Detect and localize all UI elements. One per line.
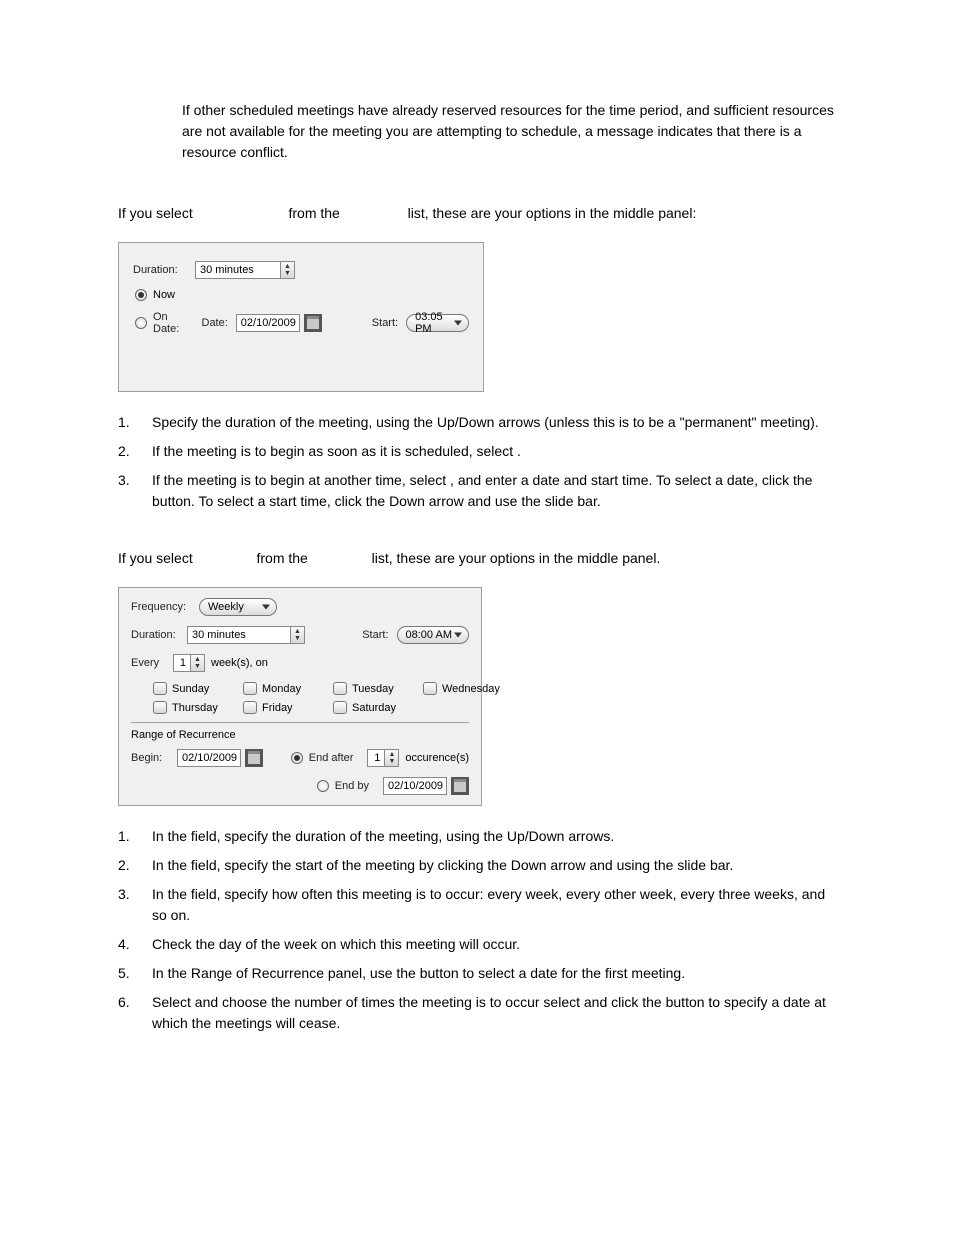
duration-spinner[interactable]: ▲▼ [291, 626, 305, 644]
section1-step: Specify the duration of the meeting, usi… [118, 412, 836, 433]
section2-steps: In the field, specify the duration of th… [118, 826, 836, 1034]
section2-step: Select and choose the number of times th… [118, 992, 836, 1034]
day-label: Friday [262, 702, 293, 714]
start-time-dropdown[interactable]: 08:00 AM [397, 626, 469, 644]
start-label: Start: [372, 317, 398, 329]
date-label: Date: [202, 317, 228, 329]
section2-step: Check the day of the week on which this … [118, 934, 836, 955]
calendar-icon[interactable] [304, 314, 322, 332]
now-label: Now [153, 289, 175, 301]
every-spinner[interactable]: ▲▼ [191, 654, 205, 672]
begin-date-input[interactable]: 02/10/2009 [177, 749, 241, 767]
day-label: Monday [262, 683, 301, 695]
duration-input[interactable]: 30 minutes [195, 261, 281, 279]
section2-step: In the field, specify the duration of th… [118, 826, 836, 847]
section2-step: In the field, specify how often this mee… [118, 884, 836, 926]
section2-intro-mid: from the [256, 550, 307, 566]
day-label: Sunday [172, 683, 209, 695]
sunday-checkbox[interactable] [153, 682, 167, 695]
start-label: Start: [362, 629, 388, 641]
day-label: Tuesday [352, 683, 394, 695]
day-label: Wednesday [442, 683, 500, 695]
wednesday-checkbox[interactable] [423, 682, 437, 695]
section1-intro-suffix: list, these are your options in the midd… [408, 205, 697, 221]
section2-step: In the field, specify the start of the m… [118, 855, 836, 876]
end-by-date-input[interactable]: 02/10/2009 [383, 777, 447, 795]
duration-input[interactable]: 30 minutes [187, 626, 291, 644]
begin-label: Begin: [131, 752, 169, 764]
section1-intro-prefix: If you select [118, 205, 193, 221]
end-after-suffix: occurence(s) [405, 752, 469, 764]
ondate-radio[interactable] [135, 317, 147, 329]
calendar-icon[interactable] [245, 749, 263, 767]
section1-step: If the meeting is to begin at another ti… [118, 470, 836, 512]
range-title: Range of Recurrence [131, 729, 469, 741]
resource-conflict-note: If other scheduled meetings have already… [182, 100, 836, 163]
every-label: Every [131, 657, 165, 669]
date-input[interactable]: 02/10/2009 [236, 314, 300, 332]
weekday-grid: Sunday Monday Tuesday Wednesday Thursday… [153, 682, 469, 714]
now-radio[interactable] [135, 289, 147, 301]
calendar-icon[interactable] [451, 777, 469, 795]
section2-intro-prefix: If you select [118, 550, 193, 566]
day-label: Saturday [352, 702, 396, 714]
day-label: Thursday [172, 702, 218, 714]
end-by-label: End by [335, 780, 369, 792]
friday-checkbox[interactable] [243, 701, 257, 714]
monday-checkbox[interactable] [243, 682, 257, 695]
saturday-checkbox[interactable] [333, 701, 347, 714]
thursday-checkbox[interactable] [153, 701, 167, 714]
section1-intro-mid: from the [288, 205, 339, 221]
end-by-radio[interactable] [317, 780, 329, 792]
duration-label: Duration: [133, 264, 187, 276]
section2-step: In the Range of Recurrence panel, use th… [118, 963, 836, 984]
section1-steps: Specify the duration of the meeting, usi… [118, 412, 836, 512]
ondate-label: On Date: [153, 311, 188, 335]
section2-intro-suffix: list, these are your options in the midd… [372, 550, 661, 566]
section2-intro: If you select from the list, these are y… [118, 548, 836, 569]
start-time-dropdown[interactable]: 03:05 PM [406, 314, 469, 332]
section1-intro: If you select from the list, these are y… [118, 203, 836, 224]
section1-step: If the meeting is to begin as soon as it… [118, 441, 836, 462]
duration-spinner[interactable]: ▲▼ [281, 261, 295, 279]
tuesday-checkbox[interactable] [333, 682, 347, 695]
one-time-schedule-panel: Duration: 30 minutes ▲▼ Now On Date: Dat… [118, 242, 484, 392]
every-suffix: week(s), on [211, 657, 268, 669]
end-after-input[interactable]: 1 [367, 749, 385, 767]
frequency-label: Frequency: [131, 601, 191, 613]
every-input[interactable]: 1 [173, 654, 191, 672]
end-after-label: End after [309, 752, 354, 764]
end-after-radio[interactable] [291, 752, 303, 764]
end-after-spinner[interactable]: ▲▼ [385, 749, 399, 767]
frequency-dropdown[interactable]: Weekly [199, 598, 277, 616]
range-of-recurrence: Range of Recurrence Begin: 02/10/2009 En… [131, 722, 469, 795]
recurring-schedule-panel: Frequency: Weekly Duration: 30 minutes ▲… [118, 587, 482, 806]
duration-label: Duration: [131, 629, 179, 641]
